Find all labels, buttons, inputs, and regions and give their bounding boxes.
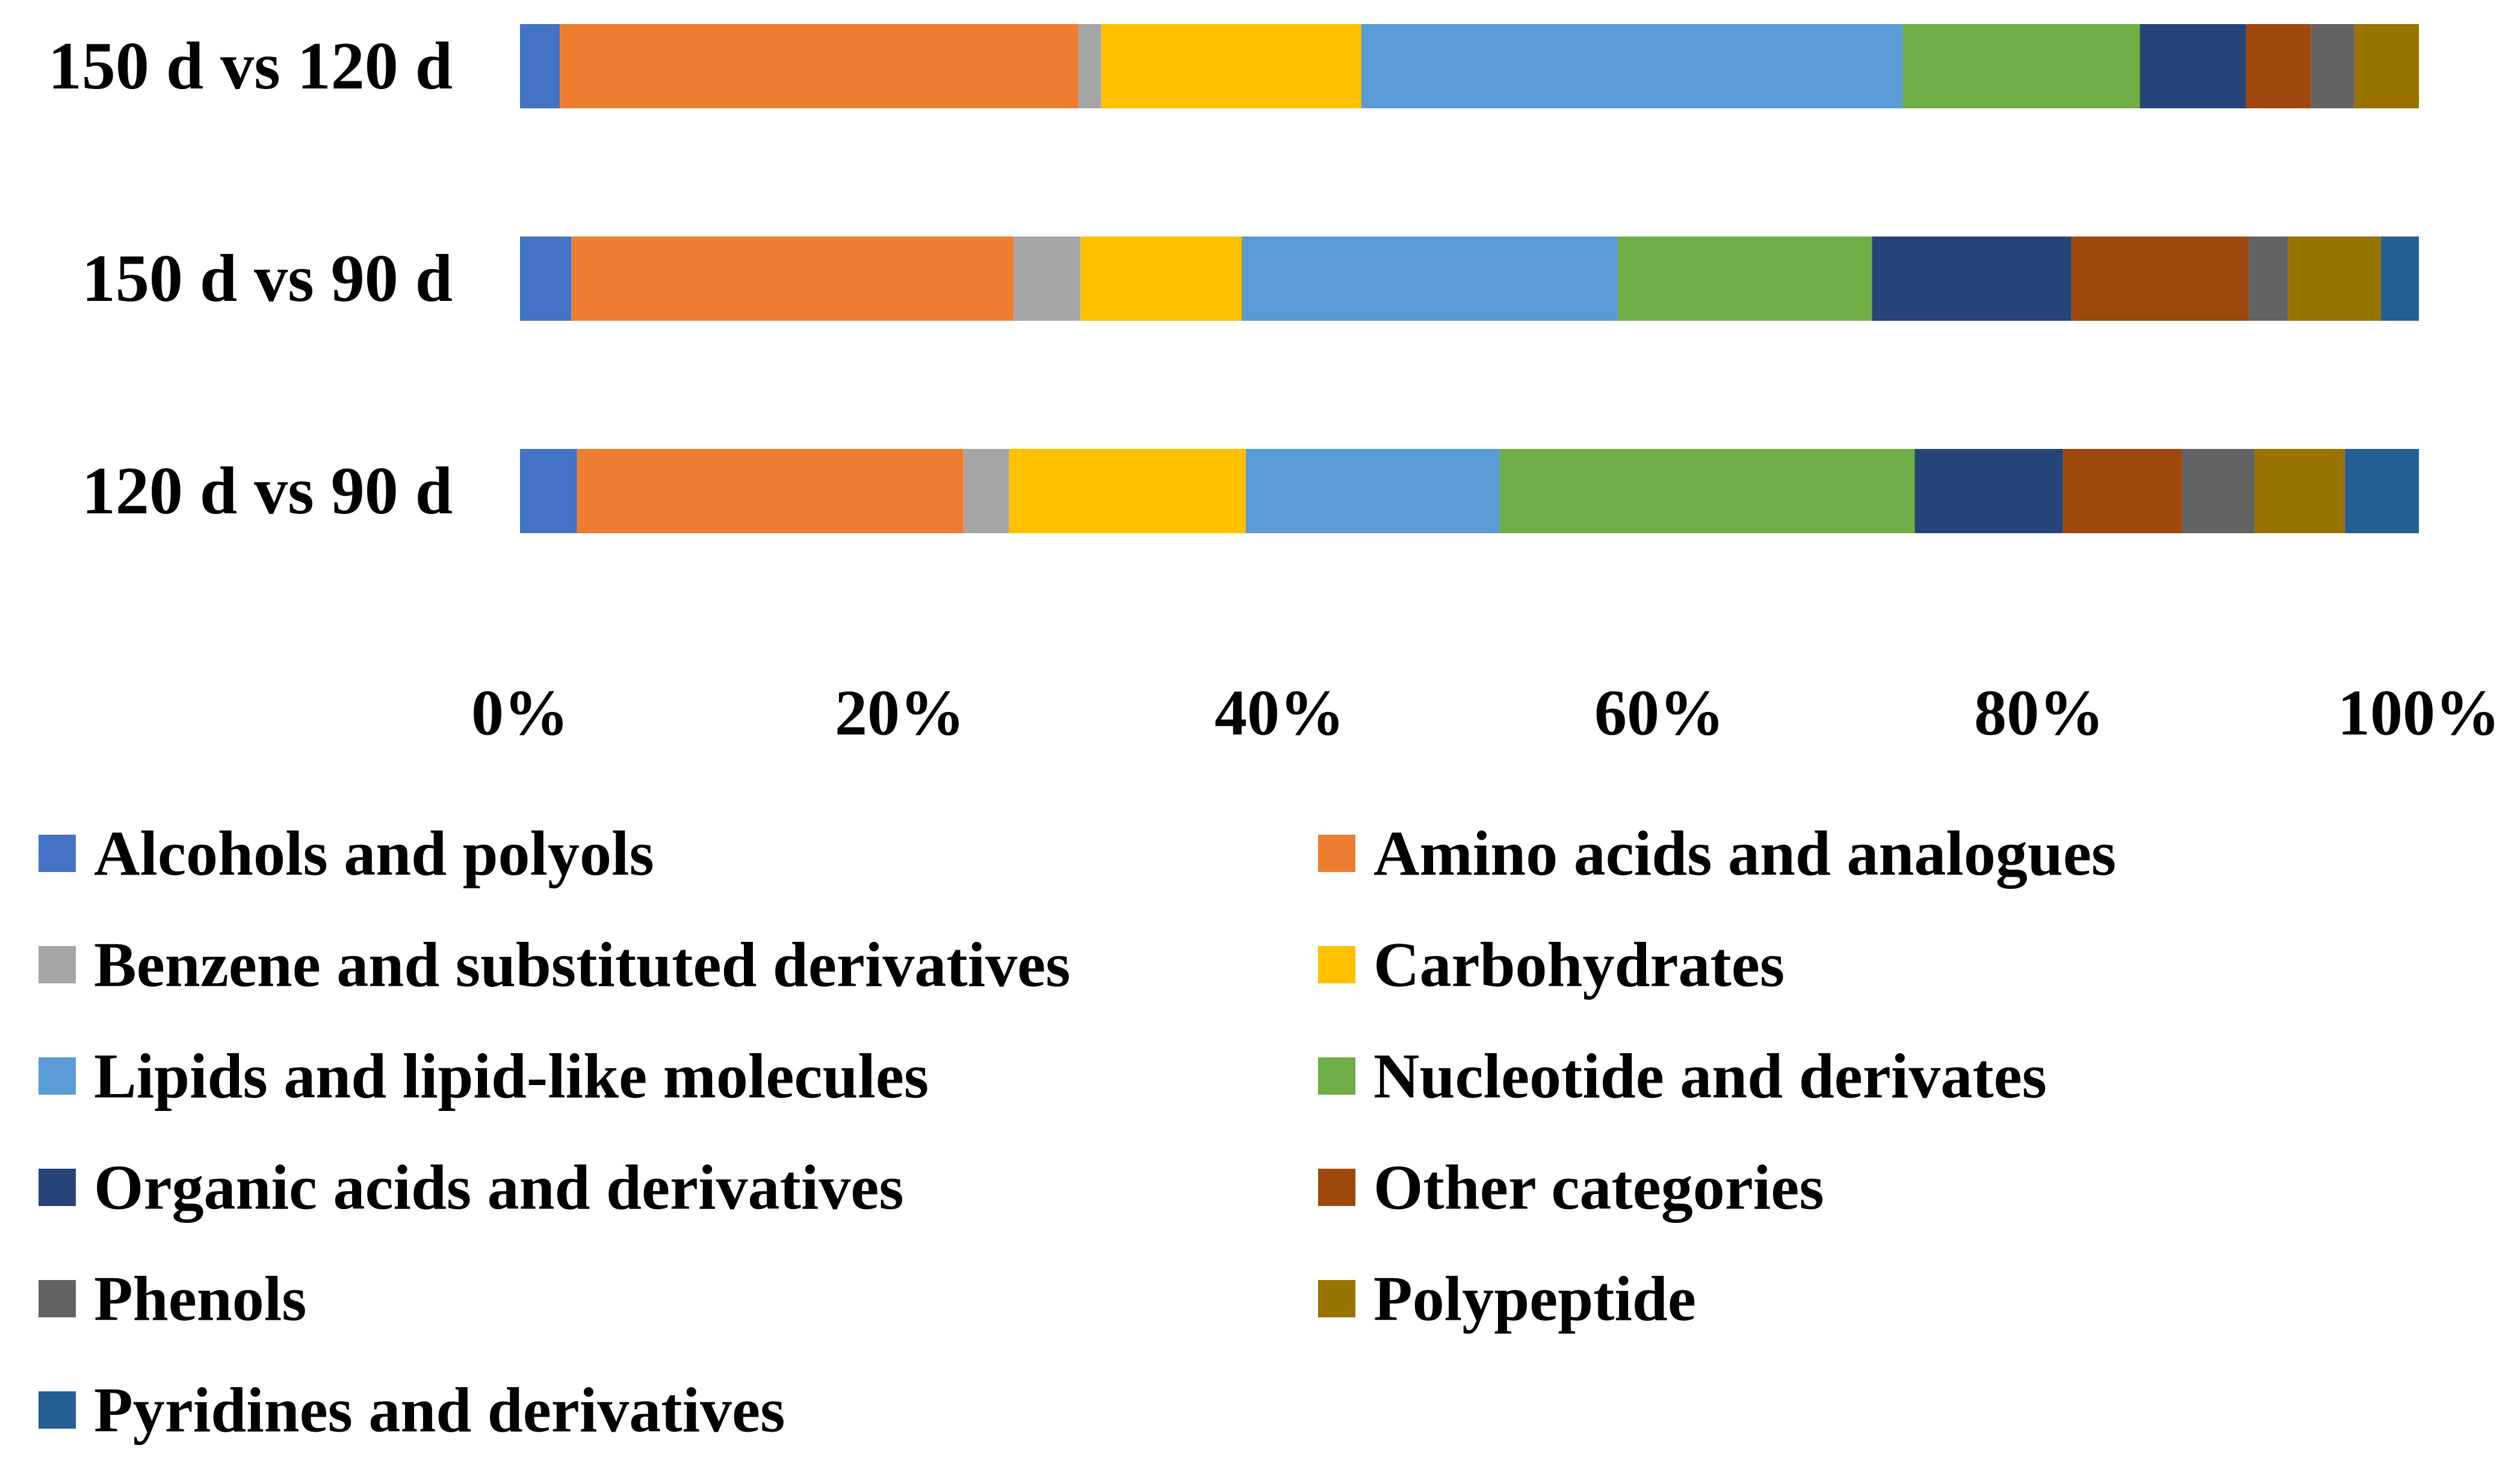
- bar-segment-120-d-vs-90-d-lipids-and-lipid-like-molecules: [1245, 449, 1500, 533]
- legend-label-other-categories: Other categories: [1373, 1152, 1824, 1223]
- bar-segment-150-d-vs-90-d-polypeptide: [2288, 237, 2381, 321]
- legend-swatch-benzene-and-substituted-derivatives: [39, 946, 76, 983]
- legend-swatch-amino-acids-and-analogues: [1318, 835, 1355, 872]
- bar-segment-150-d-vs-120-d-other-categories: [2246, 24, 2311, 108]
- legend-label-alcohols-and-polyols: Alcohols and polyols: [94, 818, 654, 889]
- bar-segment-150-d-vs-120-d-phenols: [2311, 24, 2354, 108]
- bar-segment-150-d-vs-90-d-organic-acids-and-derivatives: [1872, 237, 2072, 321]
- bar-segment-120-d-vs-90-d-carbohydrates: [1009, 449, 1246, 533]
- bar-segment-150-d-vs-120-d-carbohydrates: [1101, 24, 1361, 108]
- legend-swatch-polypeptide: [1318, 1280, 1355, 1317]
- legend-swatch-phenols: [39, 1280, 76, 1317]
- legend-swatch-alcohols-and-polyols: [39, 835, 76, 872]
- legend: Alcohols and polyols Amino acids and anal…: [39, 818, 2116, 1446]
- legend-swatch-organic-acids-and-derivatives: [39, 1169, 76, 1206]
- bar-segment-150-d-vs-90-d-pyridines-and-derivatives: [2380, 237, 2419, 321]
- legend-item-carbohydrates: Carbohydrates: [1318, 930, 1785, 1000]
- bar-segment-150-d-vs-120-d-alcohols-and-polyols: [520, 24, 560, 108]
- bar-segment-120-d-vs-90-d-benzene-and-substituted-derivatives: [963, 449, 1009, 533]
- bars-layer: [520, 24, 2419, 533]
- bar-segment-150-d-vs-120-d-nucleotide-and-derivates: [1902, 24, 2140, 108]
- legend-swatch-carbohydrates: [1318, 946, 1355, 983]
- legend-label-pyridines-and-derivatives: Pyridines and derivatives: [94, 1375, 785, 1446]
- category-label-150-d-vs-90-d: 150 d vs 90 d: [82, 241, 453, 316]
- category-label-120-d-vs-90-d: 120 d vs 90 d: [82, 454, 453, 528]
- legend-label-phenols: Phenols: [94, 1264, 306, 1334]
- legend-item-amino-acids-and-analogues: Amino acids and analogues: [1318, 818, 2116, 889]
- legend-item-polypeptide: Polypeptide: [1318, 1264, 1696, 1334]
- legend-label-organic-acids-and-derivatives: Organic acids and derivatives: [94, 1152, 904, 1223]
- bar-segment-150-d-vs-120-d-benzene-and-substituted-derivatives: [1078, 24, 1101, 108]
- bar-segment-120-d-vs-90-d-alcohols-and-polyols: [520, 449, 577, 533]
- legend-item-pyridines-and-derivatives: Pyridines and derivatives: [39, 1375, 785, 1446]
- legend-item-other-categories: Other categories: [1318, 1152, 1824, 1223]
- legend-item-nucleotide-and-derivates: Nucleotide and derivates: [1318, 1041, 2047, 1112]
- bar-segment-150-d-vs-90-d-nucleotide-and-derivates: [1617, 237, 1872, 321]
- legend-swatch-lipids-and-lipid-like-molecules: [39, 1057, 76, 1095]
- x-tick-label-40: 40%: [1215, 678, 1345, 749]
- bar-segment-120-d-vs-90-d-other-categories: [2063, 449, 2182, 533]
- x-tick-label-100: 100%: [2338, 678, 2500, 749]
- bar-segment-150-d-vs-120-d-lipids-and-lipid-like-molecules: [1361, 24, 1902, 108]
- legend-label-carbohydrates: Carbohydrates: [1373, 930, 1785, 1000]
- category-label-150-d-vs-120-d: 150 d vs 120 d: [48, 29, 453, 104]
- x-tick-label-20: 20%: [835, 678, 965, 749]
- legend-label-amino-acids-and-analogues: Amino acids and analogues: [1373, 818, 2116, 889]
- legend-label-polypeptide: Polypeptide: [1373, 1264, 1696, 1334]
- x-axis-ticks: 0% 20% 40% 60% 80% 100%: [471, 678, 2500, 749]
- x-tick-label-0: 0%: [471, 678, 569, 749]
- category-labels: 150 d vs 120 d 150 d vs 90 d 120 d vs 90 d: [48, 29, 453, 528]
- bar-segment-150-d-vs-120-d-organic-acids-and-derivatives: [2140, 24, 2246, 108]
- legend-swatch-pyridines-and-derivatives: [39, 1391, 76, 1429]
- legend-item-phenols: Phenols: [39, 1264, 306, 1334]
- bar-segment-120-d-vs-90-d-pyridines-and-derivatives: [2345, 449, 2419, 533]
- bar-segment-150-d-vs-90-d-amino-acids-and-analogues: [571, 237, 1014, 321]
- legend-item-benzene-and-substituted-derivatives: Benzene and substituted derivatives: [39, 930, 1070, 1000]
- legend-item-lipids-and-lipid-like-molecules: Lipids and lipid-like molecules: [39, 1041, 929, 1112]
- legend-swatch-other-categories: [1318, 1169, 1355, 1206]
- bar-segment-150-d-vs-90-d-carbohydrates: [1080, 237, 1242, 321]
- x-tick-label-60: 60%: [1594, 678, 1724, 749]
- bar-segment-150-d-vs-90-d-alcohols-and-polyols: [520, 237, 572, 321]
- bar-segment-150-d-vs-90-d-other-categories: [2071, 237, 2249, 321]
- legend-swatch-nucleotide-and-derivates: [1318, 1057, 1355, 1095]
- bar-segment-120-d-vs-90-d-organic-acids-and-derivatives: [1915, 449, 2063, 533]
- bar-segment-120-d-vs-90-d-amino-acids-and-analogues: [577, 449, 964, 533]
- bar-segment-150-d-vs-90-d-phenols: [2248, 237, 2288, 321]
- bar-segment-150-d-vs-120-d-polypeptide: [2354, 24, 2419, 108]
- bar-segment-150-d-vs-120-d-amino-acids-and-analogues: [560, 24, 1079, 108]
- bar-segment-150-d-vs-90-d-lipids-and-lipid-like-molecules: [1241, 237, 1618, 321]
- bar-segment-120-d-vs-90-d-polypeptide: [2254, 449, 2345, 533]
- legend-item-organic-acids-and-derivatives: Organic acids and derivatives: [39, 1152, 904, 1223]
- legend-label-lipids-and-lipid-like-molecules: Lipids and lipid-like molecules: [94, 1041, 929, 1112]
- x-tick-label-80: 80%: [1974, 678, 2104, 749]
- bar-segment-150-d-vs-90-d-benzene-and-substituted-derivatives: [1014, 237, 1080, 321]
- legend-label-benzene-and-substituted-derivatives: Benzene and substituted derivatives: [94, 930, 1070, 1000]
- bar-segment-120-d-vs-90-d-nucleotide-and-derivates: [1499, 449, 1915, 533]
- legend-item-alcohols-and-polyols: Alcohols and polyols: [39, 818, 654, 889]
- bar-segment-120-d-vs-90-d-phenols: [2182, 449, 2255, 533]
- legend-label-nucleotide-and-derivates: Nucleotide and derivates: [1373, 1041, 2047, 1112]
